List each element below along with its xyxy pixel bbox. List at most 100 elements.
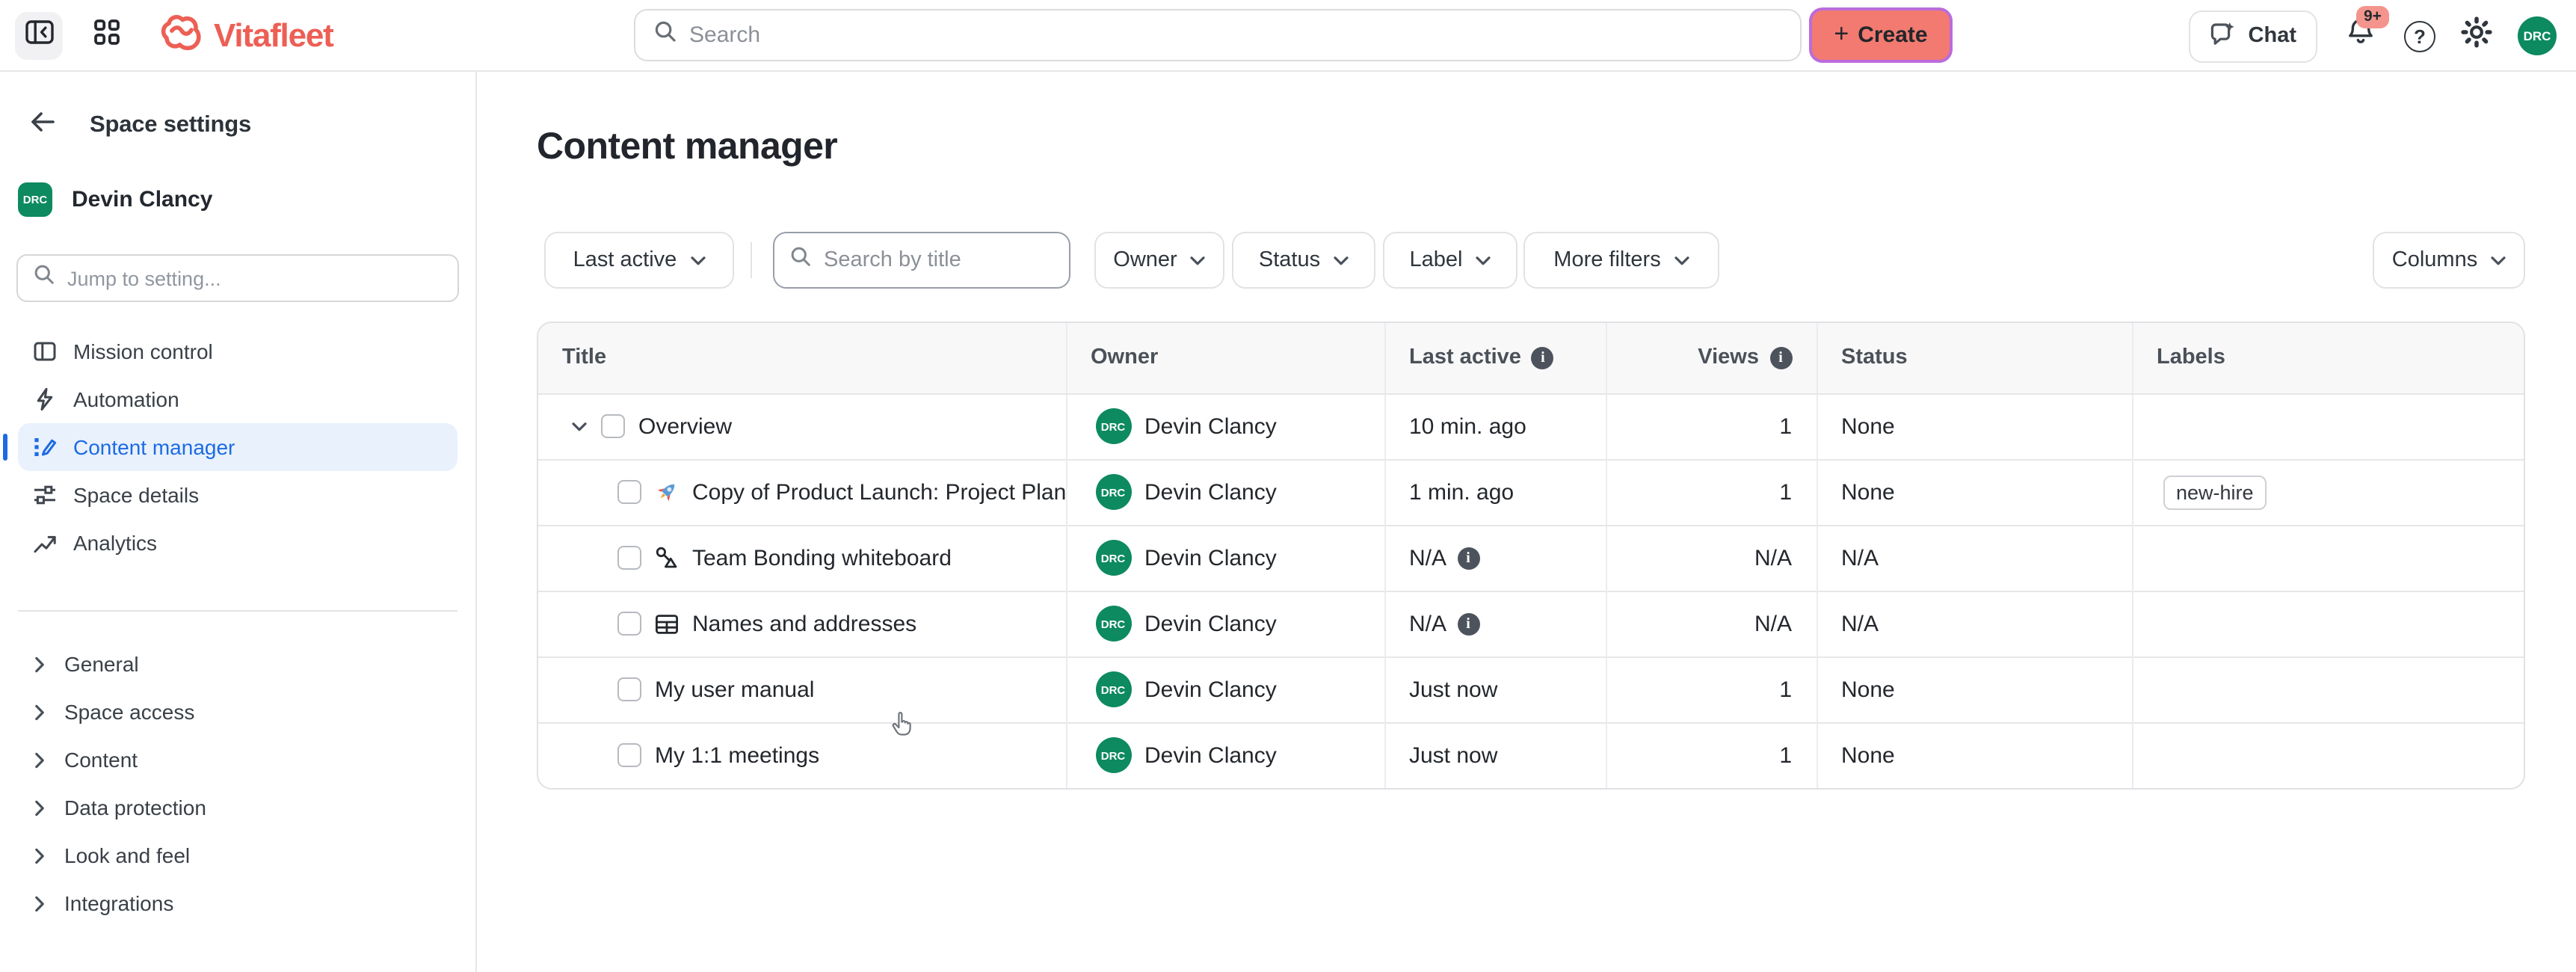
chat-button-label: Chat — [2248, 24, 2296, 48]
labels-cell — [2132, 722, 2524, 788]
table-header-row: Title Owner Last active Views Status Lab… — [538, 323, 2524, 394]
row-checkbox[interactable] — [601, 414, 625, 438]
labels-cell — [2132, 590, 2524, 656]
label-filter-label: Label — [1409, 248, 1463, 272]
last-active-value: Just now — [1409, 677, 1498, 702]
settings-button[interactable] — [2461, 16, 2492, 55]
sort-dropdown[interactable]: Last active — [544, 232, 734, 289]
table-row[interactable]: Names and addresses DRC Devin Clancy N/A … — [538, 590, 2524, 656]
expand-chevron-icon[interactable] — [571, 421, 588, 431]
user-avatar[interactable]: DRC — [2518, 16, 2557, 55]
space-identity: DRC Devin Clancy — [18, 181, 475, 217]
global-search-input[interactable] — [689, 22, 1782, 48]
brand-logo[interactable]: Vitafleet — [158, 10, 334, 60]
jump-to-setting-search[interactable] — [16, 254, 459, 302]
sidebar-section-integrations[interactable]: Integrations — [18, 879, 457, 927]
doc-title[interactable]: My 1:1 meetings — [655, 742, 820, 769]
doc-title[interactable]: Team Bonding whiteboard — [692, 545, 952, 570]
columns-dropdown[interactable]: Columns — [2373, 232, 2525, 289]
column-header-status[interactable]: Status — [1817, 323, 2133, 394]
row-checkbox[interactable] — [617, 743, 641, 768]
table-row[interactable]: Overview DRC Devin Clancy 10 min. ago 1 N… — [538, 393, 2524, 459]
status-filter[interactable]: Status — [1232, 232, 1375, 289]
sidebar-item-automation[interactable]: Automation — [18, 375, 457, 423]
main-content: Content manager Last active Owner Status… — [478, 72, 2576, 972]
column-header-views[interactable]: Views — [1606, 323, 1817, 394]
sidebar-item-analytics[interactable]: Analytics — [18, 519, 457, 567]
owner-avatar: DRC — [1095, 737, 1131, 774]
row-checkbox[interactable] — [617, 677, 641, 701]
sliders-icon — [31, 483, 57, 507]
owner-name: Devin Clancy — [1144, 413, 1277, 439]
sidebar-item-mission-control[interactable]: Mission control — [18, 327, 457, 375]
sidebar-section-general[interactable]: General — [18, 640, 457, 688]
jump-to-setting-input[interactable] — [67, 267, 443, 289]
owner-filter[interactable]: Owner — [1094, 232, 1224, 289]
owner-name: Devin Clancy — [1144, 545, 1277, 570]
sidebar-section-content[interactable]: Content — [18, 736, 457, 784]
views-value: N/A — [1754, 545, 1792, 570]
row-checkbox[interactable] — [617, 612, 641, 636]
doc-title[interactable]: My user manual — [655, 677, 815, 702]
doc-title[interactable]: Names and addresses — [692, 611, 917, 636]
chat-button[interactable]: Chat — [2188, 10, 2317, 62]
status-value: N/A — [1841, 611, 1879, 636]
title-search-input[interactable] — [824, 248, 1103, 272]
back-to-space[interactable]: Space settings — [30, 102, 475, 150]
info-icon[interactable] — [1531, 346, 1554, 369]
plus-icon: + — [1834, 19, 1849, 48]
table-row[interactable]: Team Bonding whiteboard DRC Devin Clancy … — [538, 524, 2524, 591]
sidebar-section-space-access[interactable]: Space access — [18, 688, 457, 736]
section-label: General — [64, 652, 139, 676]
status-filter-label: Status — [1258, 248, 1321, 272]
apps-grid-button[interactable] — [82, 11, 130, 59]
views-value: 1 — [1779, 479, 1792, 505]
row-checkbox[interactable] — [617, 546, 641, 570]
sidebar-item-space-details[interactable]: Space details — [18, 471, 457, 519]
analytics-icon — [31, 531, 57, 555]
chevron-right-icon — [34, 895, 45, 911]
apps-grid-icon — [93, 19, 119, 52]
selected-indicator — [3, 434, 7, 461]
table-grid-icon — [655, 612, 679, 635]
column-header-last-active[interactable]: Last active — [1384, 323, 1606, 394]
sidebar-toggle-button[interactable] — [15, 11, 63, 59]
views-value: N/A — [1754, 611, 1792, 636]
create-button[interactable]: + Create — [1809, 7, 1953, 63]
global-search[interactable] — [634, 9, 1802, 61]
last-active-value: 1 min. ago — [1409, 479, 1515, 505]
content-table: Title Owner Last active Views Status Lab… — [537, 322, 2525, 790]
more-filters-button[interactable]: More filters — [1523, 232, 1719, 289]
topbar-right: Chat 9+ ? DRC — [2188, 0, 2557, 72]
info-icon[interactable] — [1457, 612, 1480, 635]
doc-title[interactable]: Copy of Product Launch: Project Plan — [692, 479, 1067, 505]
panel-left-icon — [25, 19, 53, 52]
table-row[interactable]: Copy of Product Launch: Project Plan DRC… — [538, 458, 2524, 525]
owner-avatar: DRC — [1095, 474, 1131, 510]
vitafleet-logo-icon — [158, 10, 203, 60]
column-header-owner[interactable]: Owner — [1066, 323, 1385, 394]
row-checkbox[interactable] — [617, 480, 641, 504]
topbar-left: Vitafleet — [0, 10, 334, 60]
column-header-labels[interactable]: Labels — [2132, 323, 2524, 394]
table-row[interactable]: My 1:1 meetings DRC Devin Clancy Just now… — [538, 722, 2524, 788]
label-filter[interactable]: Label — [1383, 232, 1517, 289]
chevron-down-icon — [1191, 248, 1206, 272]
sidebar-section-look-and-feel[interactable]: Look and feel — [18, 831, 457, 879]
info-icon[interactable] — [1769, 346, 1792, 369]
notifications-button[interactable]: 9+ — [2343, 6, 2389, 55]
column-header-title[interactable]: Title — [538, 323, 1067, 394]
info-icon[interactable] — [1457, 547, 1480, 569]
label-pill[interactable]: new-hire — [2163, 475, 2267, 509]
sidebar-title: Space settings — [90, 112, 252, 138]
doc-title[interactable]: Overview — [638, 413, 733, 439]
chevron-down-icon — [1334, 248, 1349, 272]
sidebar-section-data-protection[interactable]: Data protection — [18, 784, 457, 831]
back-arrow-icon — [30, 111, 55, 141]
sidebar-item-content-manager[interactable]: Content manager — [3, 423, 457, 471]
table-row[interactable]: My user manual DRC Devin Clancy Just now … — [538, 656, 2524, 722]
title-search[interactable] — [773, 232, 1103, 289]
help-button[interactable]: ? — [2404, 20, 2435, 52]
section-label: Integrations — [64, 891, 174, 915]
owner-avatar: DRC — [1095, 606, 1131, 642]
